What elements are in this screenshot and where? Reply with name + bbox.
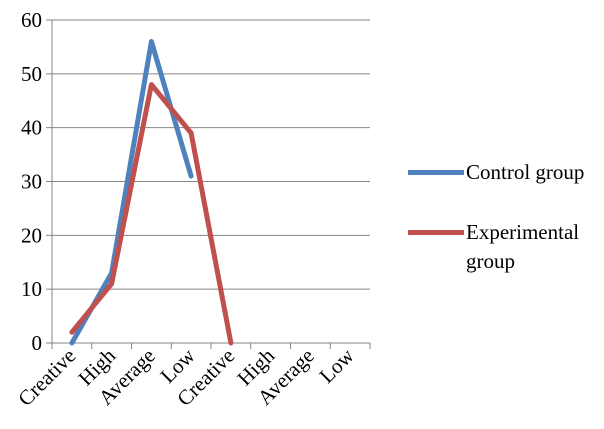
legend-swatch-experimental [408, 230, 464, 235]
series-lines [69, 39, 234, 346]
series-line-experimental-group [69, 82, 234, 346]
gridlines [52, 19, 370, 290]
y-axis-tick-labels: 0 10 20 30 40 50 60 [21, 8, 42, 355]
y-tick-label: 40 [21, 116, 42, 140]
legend-label-experimental: Experimental group [466, 220, 580, 273]
y-tick-label: 50 [21, 62, 42, 86]
axes [46, 19, 371, 349]
x-axis-tick-labels: CreativeHighAverageLowCreativeHighAverag… [13, 343, 359, 411]
x-tick-label: Creative [13, 344, 80, 411]
x-tick-label: Low [314, 343, 359, 388]
legend-swatch-control [408, 170, 464, 175]
y-tick-label: 30 [21, 170, 42, 194]
legend-label-control: Control group [466, 160, 585, 184]
legend-item-control: Control group [408, 158, 604, 218]
legend-item-experimental: Experimental group [408, 218, 604, 288]
y-tick-label: 20 [21, 223, 42, 247]
y-tick-label: 0 [32, 331, 43, 355]
y-tick-label: 60 [21, 8, 42, 32]
legend: Control group Experimental group [408, 158, 604, 288]
y-tick-label: 10 [21, 277, 42, 301]
